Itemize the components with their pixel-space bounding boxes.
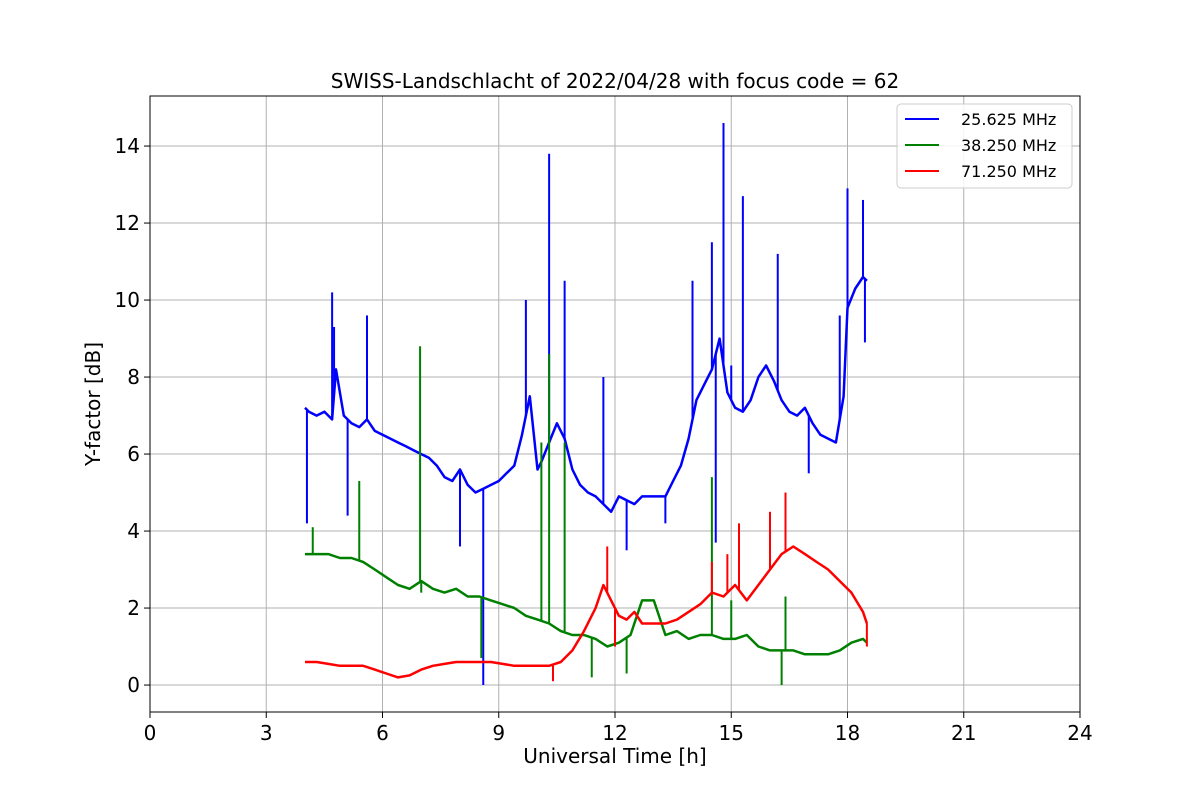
series-line — [305, 552, 868, 656]
series-2 — [305, 492, 869, 682]
y-tick-label: 14 — [115, 134, 140, 158]
x-tick-label: 21 — [951, 721, 976, 745]
x-tick-label: 15 — [719, 721, 744, 745]
x-tick-label: 0 — [144, 721, 157, 745]
x-tick-label: 6 — [376, 721, 389, 745]
series-0 — [304, 122, 868, 686]
y-tick-label: 6 — [127, 442, 140, 466]
plot-area — [304, 122, 869, 686]
x-axis: 0 3 6 9 12 15 18 21 24 — [144, 712, 1093, 745]
y-tick-label: 4 — [127, 519, 140, 543]
y-tick-label: 10 — [115, 288, 140, 312]
y-tick-label: 12 — [115, 211, 140, 235]
x-axis-title: Universal Time [h] — [523, 744, 706, 768]
legend-entry: 25.625 MHz — [905, 110, 1056, 129]
legend-label: 71.250 MHz — [961, 162, 1056, 181]
x-tick-label: 3 — [260, 721, 273, 745]
y-tick-label: 0 — [127, 673, 140, 697]
legend-entry: 71.250 MHz — [905, 162, 1056, 181]
y-axis: 0 2 4 6 8 10 12 14 — [115, 134, 150, 697]
y-axis-title: Y-factor [dB] — [81, 342, 105, 467]
legend-label: 38.250 MHz — [961, 136, 1056, 155]
series-line — [304, 275, 868, 514]
x-tick-label: 24 — [1067, 721, 1092, 745]
chart-title: SWISS-Landschlacht of 2022/04/28 with fo… — [331, 69, 899, 93]
legend-entry: 38.250 MHz — [905, 136, 1056, 155]
series-line — [305, 545, 869, 679]
y-tick-label: 2 — [127, 596, 140, 620]
legend-box — [896, 103, 1073, 189]
legend-label: 25.625 MHz — [961, 110, 1056, 129]
x-tick-label: 12 — [602, 721, 627, 745]
x-tick-label: 18 — [835, 721, 860, 745]
y-tick-label: 8 — [127, 365, 140, 389]
series-1 — [305, 346, 868, 686]
chart-legend: 25.625 MHz 38.250 MHz 71.250 MHz — [896, 103, 1073, 189]
x-tick-label: 9 — [492, 721, 505, 745]
